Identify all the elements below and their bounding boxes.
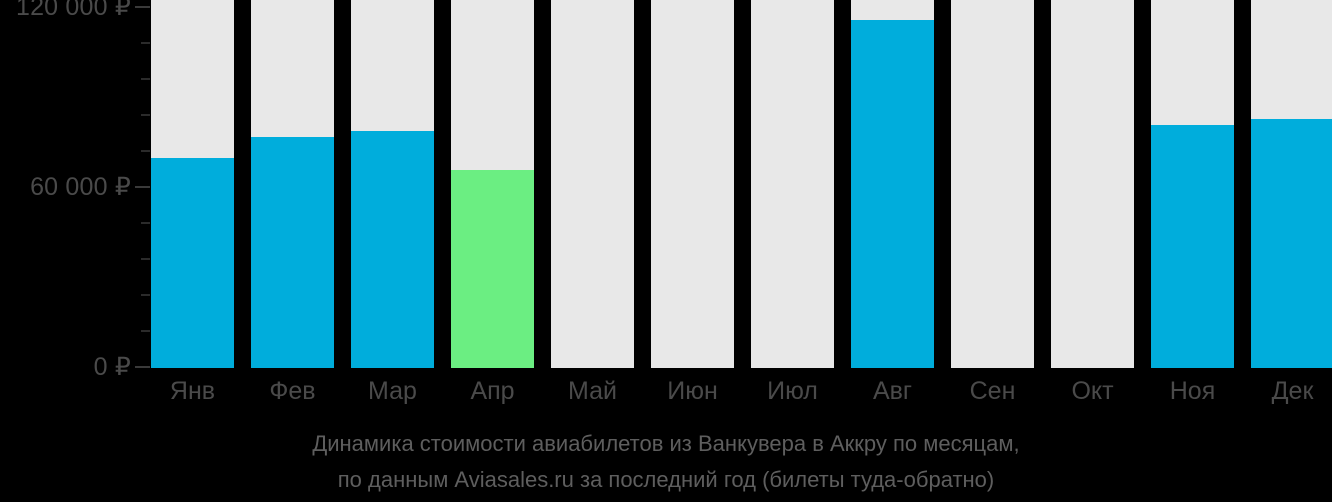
bar-value[interactable]	[151, 158, 234, 368]
bar-track	[551, 0, 634, 368]
y-axis-minor-tick-6	[141, 294, 150, 296]
y-axis-tick-label: 120 000 ₽	[15, 0, 131, 21]
plot-area	[151, 0, 1332, 368]
caption-line-1: Динамика стоимости авиабилетов из Ванкув…	[312, 431, 1020, 456]
chart-caption: Динамика стоимости авиабилетов из Ванкув…	[0, 426, 1332, 498]
y-axis-tick-mark	[135, 366, 150, 368]
y-axis-minor-tick-3	[141, 150, 150, 152]
bar-column[interactable]	[1151, 0, 1234, 368]
y-axis-minor-tick-2	[141, 114, 150, 116]
bar-value[interactable]	[251, 137, 334, 368]
bar-column[interactable]	[251, 0, 334, 368]
x-axis-label: Ноя	[1169, 377, 1216, 405]
x-axis-label: Фев	[269, 377, 316, 405]
bar-column[interactable]	[551, 0, 634, 368]
x-axis-label: Янв	[169, 377, 216, 405]
bar-column[interactable]	[351, 0, 434, 368]
x-axis-label: Июн	[667, 377, 718, 405]
bar-track	[751, 0, 834, 368]
bar-column[interactable]	[851, 0, 934, 368]
y-axis-minor-tick-0	[141, 42, 150, 44]
bar-value[interactable]	[351, 131, 434, 368]
bar-column[interactable]	[751, 0, 834, 368]
y-axis: 120 000 ₽ 60 000 ₽ 0 ₽	[0, 0, 151, 502]
y-axis-tick-label: 60 000 ₽	[30, 172, 131, 201]
bar-column[interactable]	[451, 0, 534, 368]
bar-value[interactable]	[1151, 125, 1234, 368]
bar-track	[651, 0, 734, 368]
bar-track	[951, 0, 1034, 368]
caption-line-2: по данным Aviasales.ru за последний год …	[337, 467, 995, 492]
y-axis-minor-tick-4	[141, 222, 150, 224]
x-axis-label: Мар	[368, 377, 417, 405]
x-axis-label: Дек	[1271, 377, 1314, 405]
bar-value[interactable]	[451, 170, 534, 368]
bar-column[interactable]	[951, 0, 1034, 368]
bar-column[interactable]	[651, 0, 734, 368]
y-axis-tick-label: 0 ₽	[93, 352, 131, 381]
bar-value[interactable]	[1251, 119, 1332, 368]
bar-column[interactable]	[151, 0, 234, 368]
y-axis-tick-mark	[135, 186, 150, 188]
x-axis-label: Апр	[470, 377, 515, 405]
y-axis-minor-tick-5	[141, 258, 150, 260]
x-axis-label: Окт	[1071, 377, 1114, 405]
bar-column[interactable]	[1051, 0, 1134, 368]
x-axis-label: Июл	[767, 377, 818, 405]
bar-track	[1051, 0, 1134, 368]
bar-value[interactable]	[851, 20, 934, 368]
x-axis: Янв Фев Мар Апр Май Июн Июл Авг Сен Окт Ноя Дек	[151, 368, 1332, 418]
y-axis-tick-mark	[135, 6, 150, 8]
bar-column[interactable]	[1251, 0, 1332, 368]
x-axis-label: Авг	[872, 377, 913, 405]
x-axis-label: Май	[568, 377, 617, 405]
x-axis-label: Сен	[969, 377, 1016, 405]
y-axis-minor-tick-7	[141, 330, 150, 332]
y-axis-minor-tick-1	[141, 78, 150, 80]
